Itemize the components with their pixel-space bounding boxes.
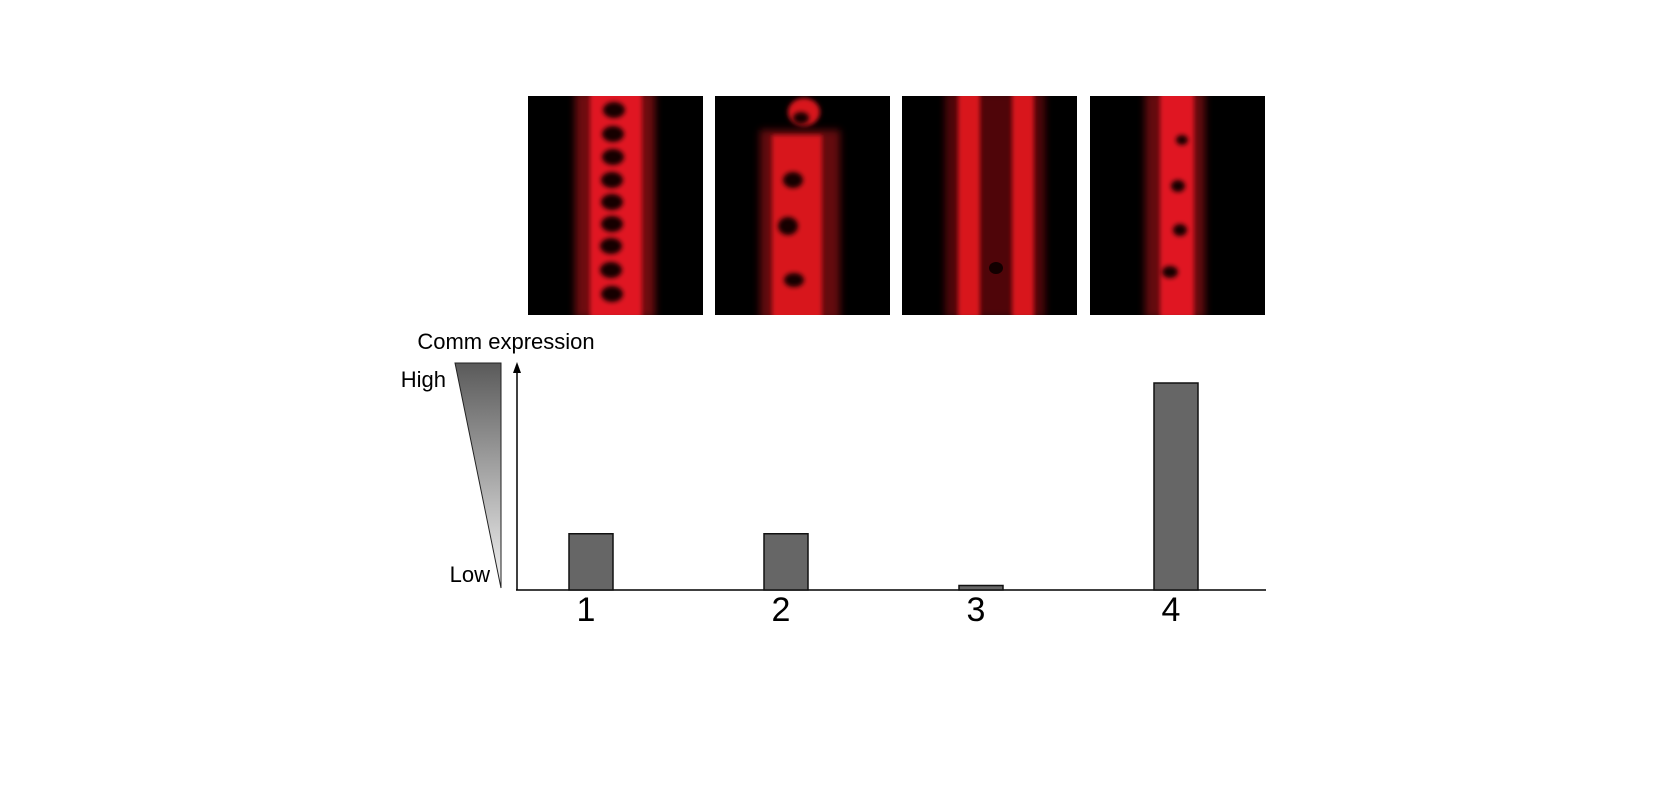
y-axis-arrow [513,362,521,373]
image-panel [1090,96,1265,315]
y-axis-label: Comm expression [417,329,594,354]
gradient-label: Low [450,562,490,587]
x-tick-label: 1 [577,591,596,629]
image-panel [528,96,703,315]
gradient-wedge [454,362,502,589]
bar [958,584,1004,591]
x-tick-label: 3 [967,591,986,629]
bar [763,533,809,591]
x-tick-label: 4 [1162,591,1181,629]
x-tick-label: 2 [772,591,791,629]
bar [568,533,614,591]
image-panel [902,96,1077,315]
image-panel [715,96,890,315]
gradient-label: High [401,367,446,392]
bar [1153,382,1199,591]
